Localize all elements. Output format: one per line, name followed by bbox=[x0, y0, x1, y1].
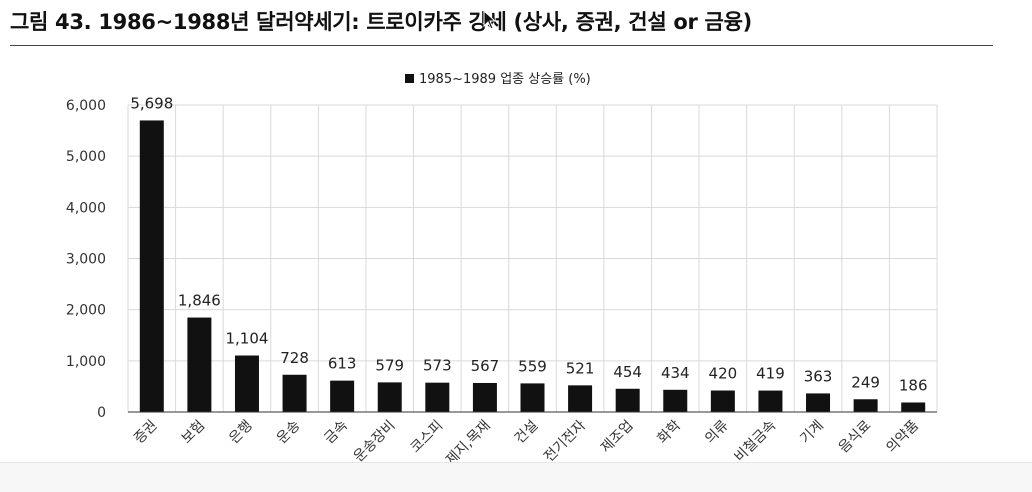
y-tick-label: 2,000 bbox=[66, 303, 106, 319]
y-tick-label: 0 bbox=[97, 405, 106, 421]
bar bbox=[330, 380, 355, 412]
bar bbox=[901, 402, 926, 412]
x-tick-label: 기계 bbox=[797, 418, 827, 448]
data-label: 613 bbox=[328, 355, 357, 373]
legend: 1985~1989 업종 상승률 (%) bbox=[405, 72, 591, 87]
x-tick-label: 건설 bbox=[512, 418, 542, 448]
data-label: 567 bbox=[471, 357, 500, 375]
data-label: 559 bbox=[518, 357, 547, 375]
bar bbox=[568, 385, 593, 412]
legend-label: 1985~1989 업종 상승률 (%) bbox=[419, 72, 591, 87]
bar bbox=[282, 374, 307, 412]
data-label: 454 bbox=[613, 363, 642, 381]
x-tick-label: 보험 bbox=[179, 418, 209, 448]
y-axis-ticks: 0 1,000 2,000 3,000 4,000 5,000 6,000 bbox=[66, 98, 106, 421]
data-label: 5,698 bbox=[130, 94, 173, 112]
y-tick-label: 6,000 bbox=[66, 98, 106, 114]
bar bbox=[758, 390, 783, 412]
y-tick-label: 3,000 bbox=[66, 252, 106, 268]
bar bbox=[853, 399, 878, 412]
data-label: 363 bbox=[804, 367, 833, 385]
data-label: 579 bbox=[375, 356, 404, 374]
data-label: 186 bbox=[899, 376, 928, 394]
bar bbox=[425, 382, 450, 412]
bar bbox=[234, 355, 259, 412]
x-tick-label: 음식료 bbox=[836, 417, 875, 456]
x-tick-label: 운송장비 bbox=[351, 418, 399, 462]
bar bbox=[615, 388, 640, 412]
y-tick-label: 1,000 bbox=[66, 354, 106, 370]
x-tick-label: 제지,목재 bbox=[443, 418, 494, 462]
bottom-band bbox=[0, 462, 1032, 492]
x-tick-label: 제조업 bbox=[598, 418, 637, 457]
title-divider bbox=[10, 45, 993, 46]
x-tick-label: 금속 bbox=[321, 417, 351, 447]
data-label: 728 bbox=[280, 349, 309, 367]
y-tick-label: 4,000 bbox=[66, 200, 106, 216]
bars bbox=[139, 120, 926, 412]
data-label: 521 bbox=[566, 359, 595, 377]
data-label: 249 bbox=[851, 373, 880, 391]
figure-title: 그림 43. 1986~1988년 달러약세기: 트로이카주 강세 (상사, 증… bbox=[10, 10, 752, 34]
bar bbox=[187, 317, 212, 412]
bar bbox=[663, 389, 688, 412]
x-tick-label: 의류 bbox=[702, 417, 732, 447]
x-tick-label: 의약품 bbox=[883, 417, 922, 456]
data-label: 1,846 bbox=[178, 292, 221, 310]
data-label: 573 bbox=[423, 357, 452, 375]
data-label: 1,104 bbox=[225, 330, 268, 348]
bar bbox=[139, 120, 164, 412]
x-tick-label: 운송 bbox=[274, 417, 304, 447]
bar bbox=[520, 383, 545, 412]
bar bbox=[710, 390, 735, 412]
bar-chart: 1985~1989 업종 상승률 (%) 0 1,000 2,000 3,000 4,0… bbox=[66, 72, 938, 462]
mouse-cursor-icon bbox=[483, 10, 497, 30]
data-label: 420 bbox=[709, 365, 738, 383]
legend-swatch bbox=[405, 74, 414, 83]
x-tick-label: 은행 bbox=[226, 418, 256, 448]
x-tick-label: 화학 bbox=[655, 417, 685, 447]
x-tick-label: 전기전자 bbox=[541, 417, 589, 462]
bar bbox=[377, 382, 402, 412]
y-tick-label: 5,000 bbox=[66, 149, 106, 165]
data-label: 434 bbox=[661, 364, 690, 382]
x-tick-label: 비철금속 bbox=[732, 417, 780, 462]
data-label: 419 bbox=[756, 365, 785, 383]
x-tick-label: 증권 bbox=[131, 418, 161, 448]
data-labels: 5,698 1,846 1,104 728 613 579 573 567 559 521 454 4… bbox=[130, 94, 927, 394]
bar bbox=[472, 382, 497, 412]
gridlines bbox=[127, 104, 938, 412]
x-tick-label: 코스피 bbox=[408, 418, 447, 457]
bar bbox=[806, 393, 831, 412]
